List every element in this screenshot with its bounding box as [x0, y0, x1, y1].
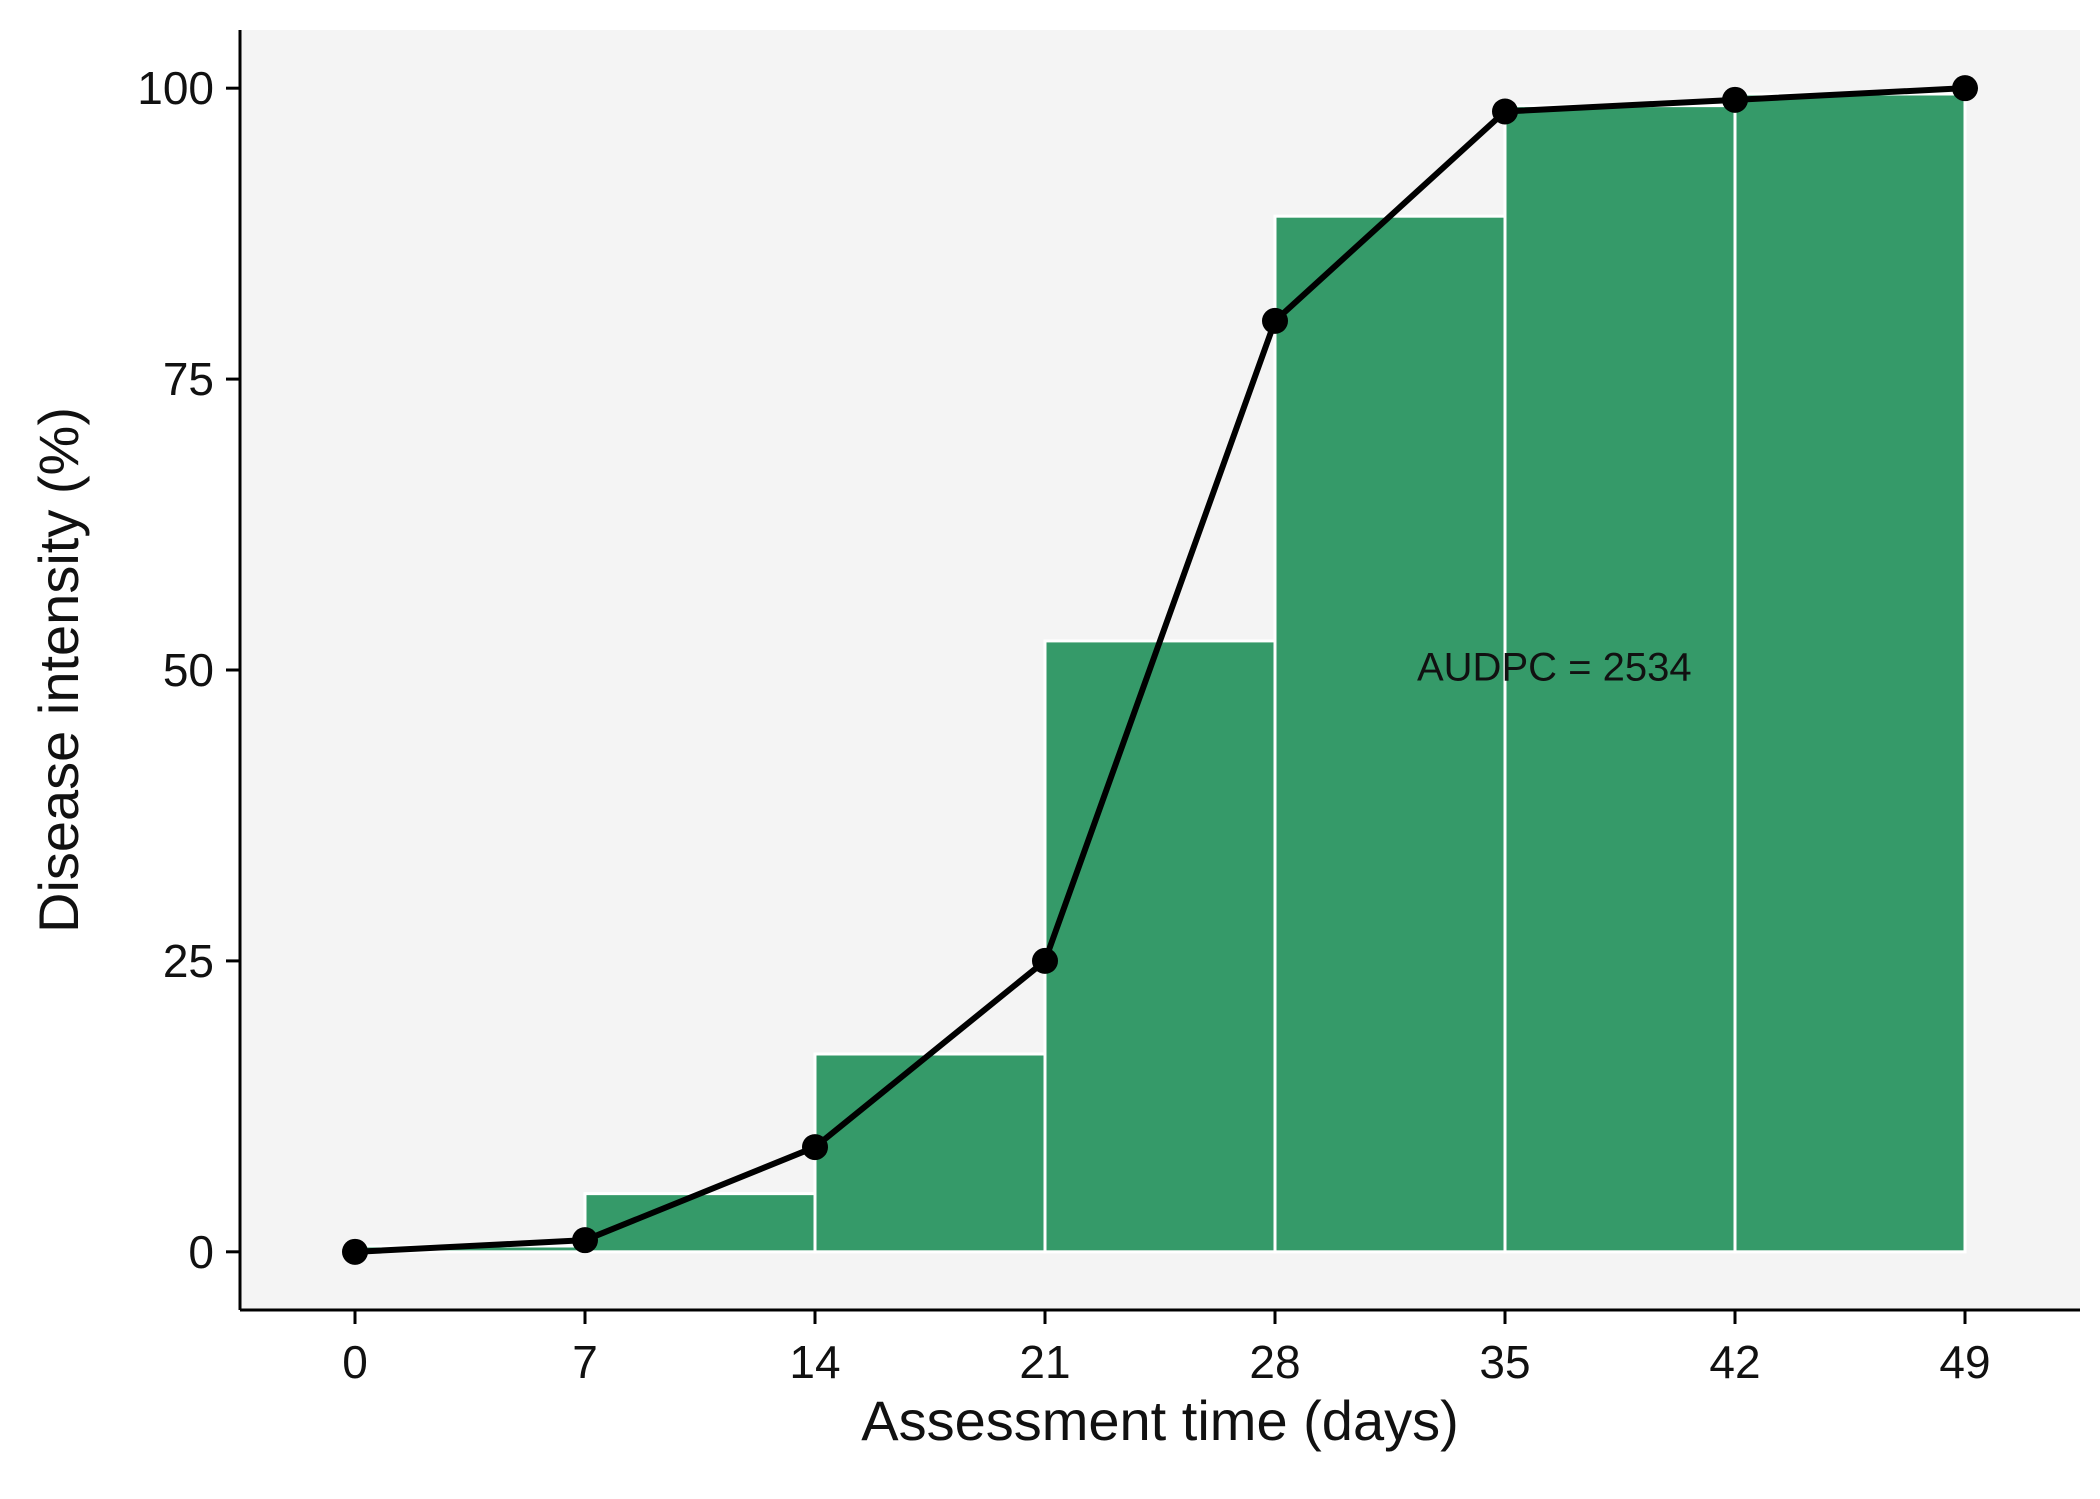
- y-axis-title: Disease intensity (%): [27, 407, 90, 933]
- y-ticks-layer: 0 25 50 75 100: [137, 62, 240, 1278]
- x-ticks-layer: 0 7 14 21 28 35 42 49: [342, 1310, 1991, 1388]
- data-point-6: [1722, 86, 1748, 113]
- points-layer: [342, 75, 1978, 1265]
- y-tick-label-2: 50: [163, 644, 214, 696]
- bar-4: [1273, 214, 1507, 1254]
- x-tick-label-2: 14: [789, 1336, 840, 1388]
- disease-progress-line: [354, 85, 1966, 1255]
- data-point-1: [572, 1227, 598, 1254]
- y-tick-label-0: 0: [188, 1226, 214, 1278]
- x-tick-label-4: 28: [1249, 1336, 1300, 1388]
- bar-6: [1733, 92, 1967, 1254]
- data-point-3: [1032, 947, 1058, 974]
- bars-layer: [353, 92, 1967, 1254]
- y-tick-label-3: 75: [163, 353, 214, 405]
- audpc-annotation: AUDPC = 2534: [1417, 646, 1692, 690]
- bar-1: [583, 1192, 817, 1254]
- data-point-0: [342, 1238, 368, 1265]
- x-tick-label-6: 42: [1709, 1336, 1760, 1388]
- bar-2: [813, 1052, 1047, 1254]
- y-tick-label-1: 25: [163, 935, 214, 987]
- bar-5: [1503, 104, 1737, 1254]
- x-tick-label-1: 7: [572, 1336, 598, 1388]
- x-tick-label-3: 21: [1019, 1336, 1070, 1388]
- x-tick-label-5: 35: [1479, 1336, 1530, 1388]
- data-point-5: [1492, 98, 1518, 125]
- y-tick-label-4: 100: [137, 62, 214, 114]
- data-point-4: [1262, 307, 1288, 334]
- x-tick-label-0: 0: [342, 1336, 368, 1388]
- line-layer: [354, 85, 1966, 1255]
- data-point-2: [802, 1134, 828, 1161]
- x-tick-label-7: 49: [1939, 1336, 1990, 1388]
- data-point-7: [1952, 75, 1978, 102]
- bar-3: [1043, 639, 1277, 1254]
- x-axis-title: Assessment time (days): [861, 1389, 1459, 1452]
